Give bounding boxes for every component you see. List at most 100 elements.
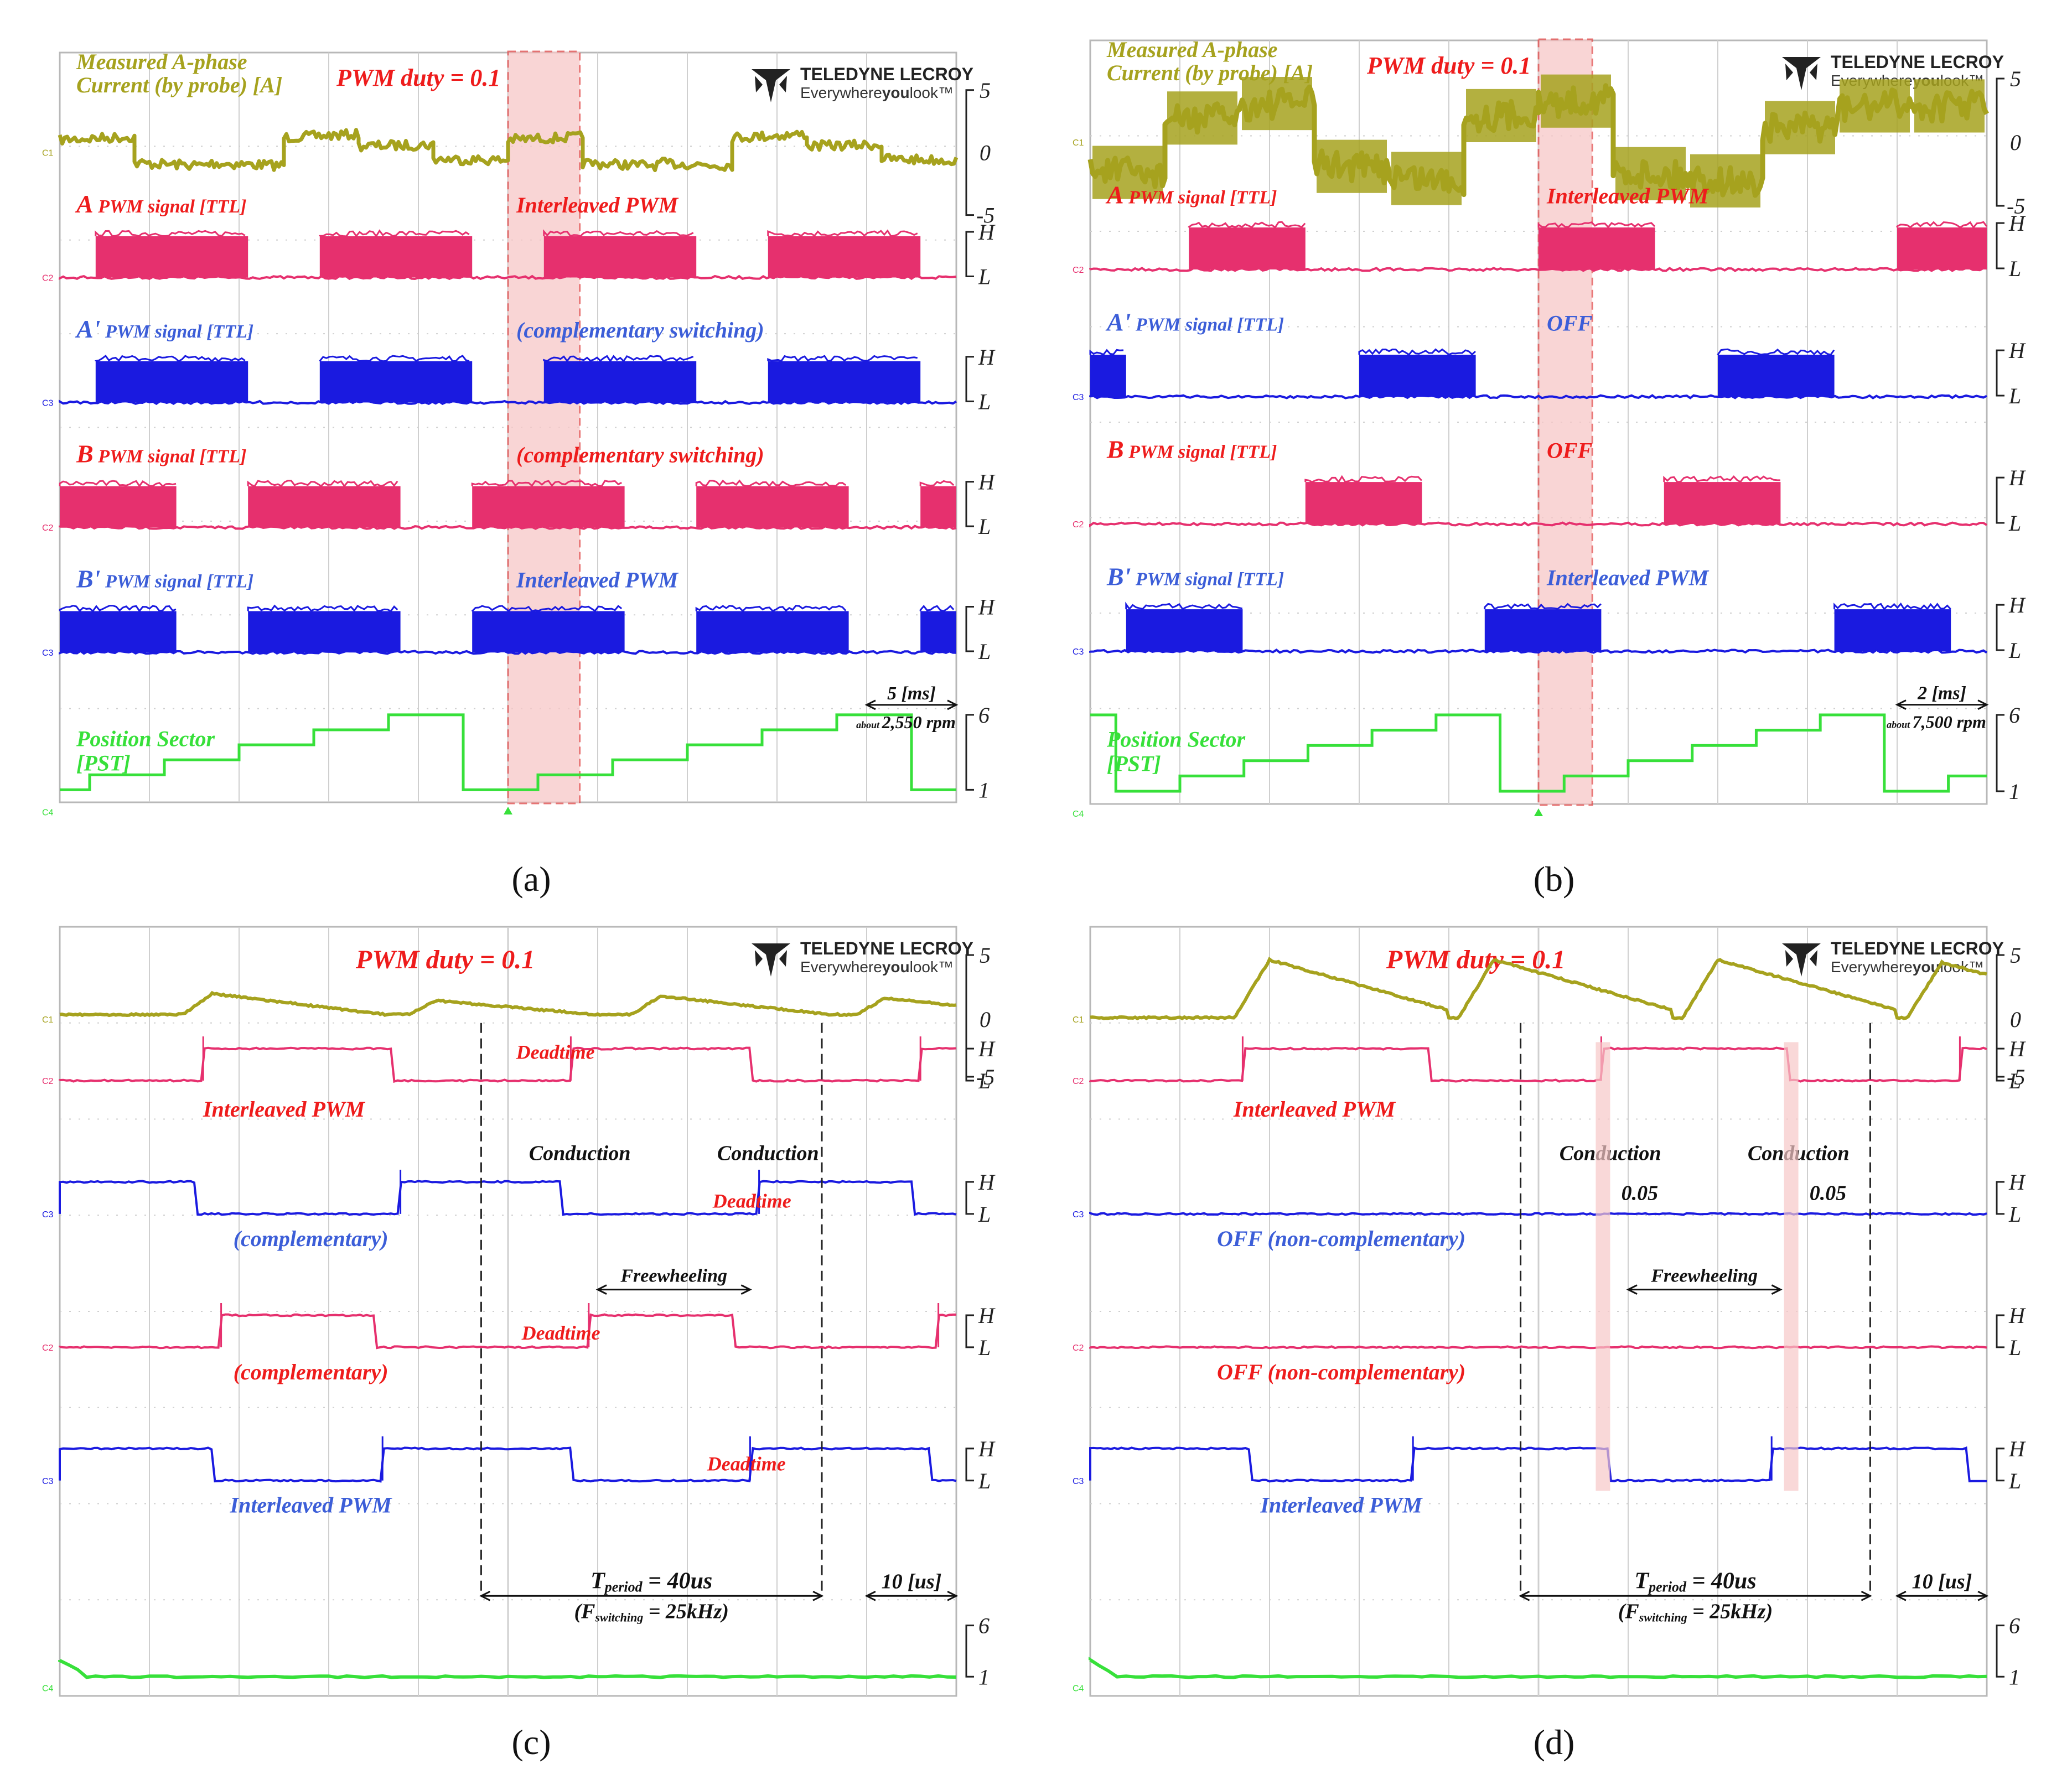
channel-tag: C2 <box>1073 1077 1084 1086</box>
panel-title: PWM duty = 0.1 <box>355 945 535 974</box>
conduction-label-1: Conduction <box>1560 1142 1661 1165</box>
fsw-label-part: switching <box>594 1610 643 1624</box>
pwm-trace <box>1126 609 1243 651</box>
channel-tag: C2 <box>1073 266 1084 275</box>
conduction-highlight <box>1596 1042 1610 1491</box>
pwm-note: (complementary switching) <box>516 318 764 343</box>
scale-label: L <box>2008 1335 2021 1360</box>
scale-label: 5 <box>2010 66 2021 91</box>
brand-name: TELEDYNE LECROY <box>1831 52 2004 72</box>
scale-label: -5 <box>2007 1065 2025 1089</box>
pwm-label-2-part: A' <box>1105 308 1131 336</box>
pwm-label-2-part: PWM signal [TTL] <box>1131 314 1284 335</box>
pwm-note: Interleaved PWM <box>516 193 679 217</box>
pwm-trace <box>1834 609 1951 651</box>
pwm-label-4-part: PWM signal [TTL] <box>1131 569 1284 589</box>
freewheeling-arrowheads <box>595 1284 752 1295</box>
period-label: Tperiod = 40us <box>590 1568 712 1595</box>
scale-label: -5 <box>976 1065 994 1089</box>
channel-tag: C3 <box>1073 1210 1084 1220</box>
channel-tag: C4 <box>42 1684 54 1693</box>
pwm-trace <box>472 611 625 652</box>
pwm-trace-noise <box>1358 348 1477 356</box>
panel-title: PWM duty = 0.1 <box>1366 52 1531 79</box>
pwm-label-1-part: A <box>75 190 94 218</box>
pwm-trace <box>319 361 473 403</box>
scale-bracket <box>965 1447 974 1482</box>
period-arrowheads <box>479 1590 824 1601</box>
pwm-label-4: B' PWM signal [TTL] <box>1106 562 1284 590</box>
channel-tag: C2 <box>42 274 54 283</box>
period-arrowheads <box>1519 1590 1872 1601</box>
current-ripple-band <box>1466 89 1536 142</box>
label-pwm-bp: Interleaved PWM <box>1260 1493 1423 1518</box>
pwm-trace-noise <box>319 355 470 362</box>
conduction-label-2: Conduction <box>1748 1142 1850 1165</box>
scale-bracket <box>1996 222 2004 269</box>
brand-tagline: Everywhereyoulook™ <box>800 84 954 101</box>
current-waveform <box>1090 956 1987 1021</box>
pwm-label-1-part: A <box>1105 180 1124 209</box>
sector-label-line2: [PST] <box>76 750 131 775</box>
scale-bracket <box>1996 714 2004 792</box>
pwm-trace <box>1718 355 1835 397</box>
fsw-label-part: = 25kHz) <box>643 1600 729 1623</box>
pwm-trace-noise <box>1833 602 1951 611</box>
scale-label: L <box>2008 1202 2021 1227</box>
time-div-arrowheads <box>1895 699 1989 710</box>
scale-label: L <box>978 514 991 539</box>
period-label-part: period <box>1648 1579 1687 1595</box>
pwm-trace-noise <box>1717 348 1835 356</box>
scale-label: H <box>978 1303 996 1328</box>
fsw-label-part: (F <box>574 1600 595 1623</box>
scale-label: H <box>2008 1036 2026 1061</box>
scale-label: H <box>2008 1303 2026 1328</box>
brand-tagline-part: ™ <box>938 84 954 101</box>
scale-label: L <box>978 264 991 289</box>
fsw-label-part: (F <box>1618 1600 1639 1623</box>
scale-bracket <box>1996 1314 2004 1348</box>
brand-tagline-part: look <box>910 84 939 101</box>
pwm-trace <box>1484 609 1602 651</box>
current-ripple-band <box>1914 79 1985 133</box>
period-label-part: period <box>604 1579 643 1595</box>
scale-label: 6 <box>978 703 990 728</box>
pwm-label-3-part: PWM signal [TTL] <box>1124 442 1277 462</box>
scale-label: L <box>2008 256 2021 281</box>
channel-tag: C1 <box>42 1015 54 1025</box>
channel-tag: C3 <box>1073 393 1084 402</box>
pwm-trace <box>1089 1046 1987 1083</box>
brand-tagline-part: look <box>910 958 939 975</box>
pwm-label-3-part: B <box>1106 435 1124 463</box>
channel-tag: C1 <box>42 149 54 158</box>
pwm-trace-noise <box>695 605 847 613</box>
teledyne-logo-icon <box>1785 950 1817 967</box>
speed-label: about 2,550 rpm <box>856 712 956 732</box>
conduction-label-1: Conduction <box>529 1142 631 1165</box>
brand-name: TELEDYNE LECROY <box>1831 938 2004 958</box>
current-ripple-band <box>1391 152 1462 205</box>
pwm-trace <box>95 361 248 403</box>
pwm-trace-baseline <box>1089 394 1987 399</box>
fsw-label: (Fswitching = 25kHz) <box>1618 1600 1773 1624</box>
label-pwm-a: Interleaved PWM <box>203 1097 366 1122</box>
teledyne-logo-icon <box>1782 57 1821 90</box>
time-div-label: 10 [us] <box>1912 1570 1972 1593</box>
current-ripple-band <box>1765 101 1835 154</box>
scale-label: 5 <box>980 78 991 103</box>
pwm-trace <box>59 1446 957 1483</box>
scale-label: 1 <box>2009 1664 2020 1689</box>
scale-label: 6 <box>2009 1613 2020 1638</box>
period-label-part: T <box>590 1568 606 1594</box>
panel-title: PWM duty = 0.1 <box>336 64 500 91</box>
pwm-trace-noise <box>95 354 246 362</box>
brand-tagline-part: Everywhere <box>800 84 882 101</box>
time-div-label: 5 [ms] <box>887 683 936 704</box>
pwm-trace-noise <box>1896 221 1988 229</box>
pwm-trace-noise <box>543 355 694 363</box>
scale-label: 0 <box>980 141 991 165</box>
